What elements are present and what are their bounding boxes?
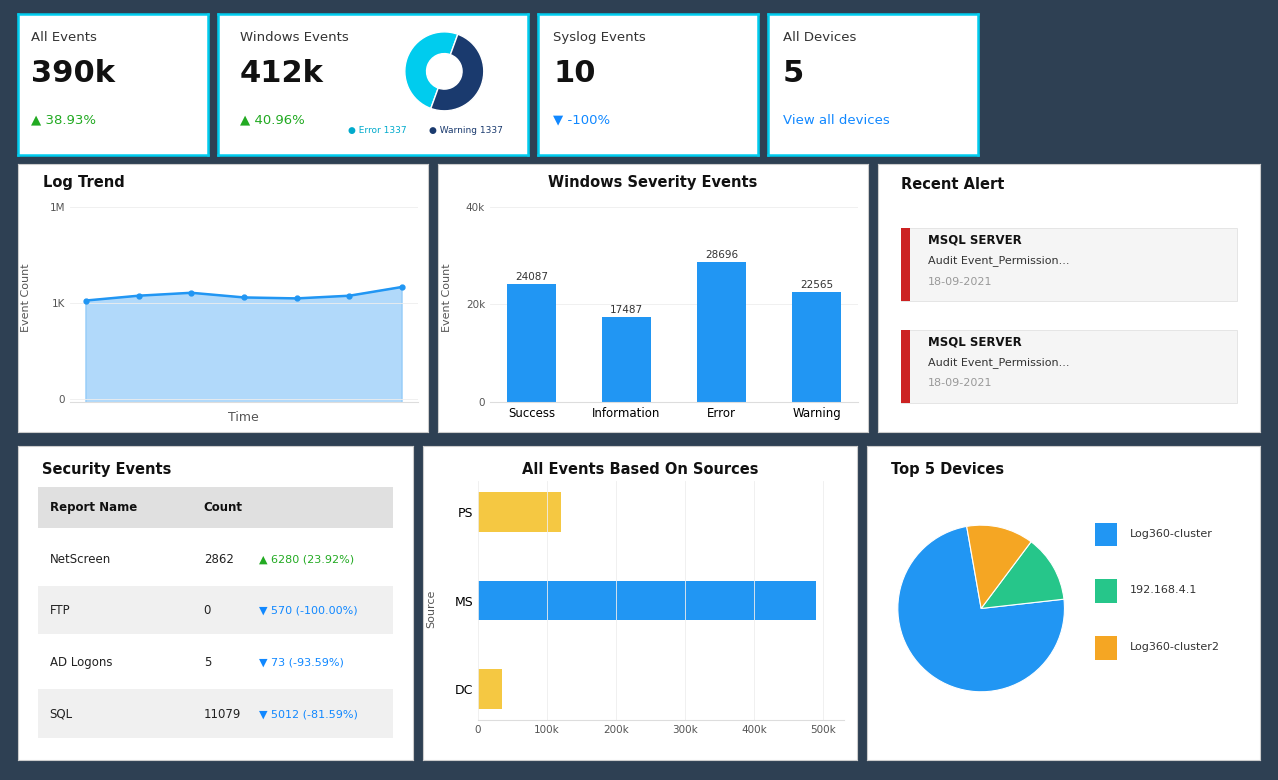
Text: 22565: 22565 <box>800 280 833 290</box>
Text: ▲ 6280 (23.92%): ▲ 6280 (23.92%) <box>259 554 354 564</box>
Text: Source: Source <box>427 590 437 629</box>
Text: Security Events: Security Events <box>42 462 171 477</box>
FancyBboxPatch shape <box>1095 636 1117 660</box>
Text: ● Error 1337: ● Error 1337 <box>348 126 406 135</box>
FancyBboxPatch shape <box>38 586 394 634</box>
FancyBboxPatch shape <box>38 690 394 738</box>
Text: 0: 0 <box>203 604 211 617</box>
FancyBboxPatch shape <box>1095 523 1117 547</box>
Text: 2862: 2862 <box>203 552 234 566</box>
Text: MSQL SERVER: MSQL SERVER <box>928 234 1021 246</box>
Text: Event Count: Event Count <box>22 264 31 332</box>
Text: Audit Event_Permission...: Audit Event_Permission... <box>928 255 1070 266</box>
Text: Windows Events: Windows Events <box>240 31 349 44</box>
Wedge shape <box>966 525 1031 608</box>
Text: 10: 10 <box>553 59 596 88</box>
Text: 412k: 412k <box>240 59 323 88</box>
Bar <box>507 285 556 402</box>
Bar <box>478 669 502 709</box>
Text: NetScreen: NetScreen <box>50 552 111 566</box>
Text: Count: Count <box>203 501 243 514</box>
Text: ▼ 5012 (-81.59%): ▼ 5012 (-81.59%) <box>259 710 358 719</box>
Text: ▼ -100%: ▼ -100% <box>553 114 611 127</box>
Text: ▲ 40.96%: ▲ 40.96% <box>240 114 304 127</box>
Text: SQL: SQL <box>50 708 73 721</box>
Text: View all devices: View all devices <box>782 114 889 127</box>
Text: ▼ 570 (-100.00%): ▼ 570 (-100.00%) <box>259 606 358 616</box>
Text: Report Name: Report Name <box>50 501 137 514</box>
Text: Windows Severity Events: Windows Severity Events <box>548 175 758 190</box>
Text: Top 5 Devices: Top 5 Devices <box>891 462 1003 477</box>
FancyBboxPatch shape <box>901 229 1237 300</box>
Text: AD Logons: AD Logons <box>50 656 112 669</box>
Text: All Events: All Events <box>31 31 97 44</box>
Text: 24087: 24087 <box>515 272 548 282</box>
FancyBboxPatch shape <box>901 330 910 402</box>
Bar <box>478 492 561 532</box>
Text: 18-09-2021: 18-09-2021 <box>928 277 992 286</box>
Text: ● Warning 1337: ● Warning 1337 <box>429 126 502 135</box>
Text: Event Count: Event Count <box>442 264 451 332</box>
FancyBboxPatch shape <box>38 534 394 583</box>
Text: 18-09-2021: 18-09-2021 <box>928 378 992 388</box>
Wedge shape <box>898 526 1065 692</box>
FancyBboxPatch shape <box>901 229 910 300</box>
Text: FTP: FTP <box>50 604 70 617</box>
Text: Log360-cluster: Log360-cluster <box>1130 529 1213 539</box>
Text: 192.168.4.1: 192.168.4.1 <box>1130 586 1197 595</box>
Text: Recent Alert: Recent Alert <box>901 177 1005 193</box>
Bar <box>697 262 746 402</box>
Text: All Devices: All Devices <box>782 31 856 44</box>
Text: 28696: 28696 <box>705 250 739 260</box>
Bar <box>792 292 841 402</box>
Text: 390k: 390k <box>31 59 115 88</box>
Bar <box>478 580 817 620</box>
Text: 17487: 17487 <box>610 305 643 314</box>
Text: ▲ 38.93%: ▲ 38.93% <box>31 114 96 127</box>
Text: Audit Event_Permission...: Audit Event_Permission... <box>928 357 1070 368</box>
FancyBboxPatch shape <box>38 487 394 527</box>
Text: Log360-cluster2: Log360-cluster2 <box>1130 642 1220 652</box>
FancyBboxPatch shape <box>901 330 1237 402</box>
Text: 5: 5 <box>203 656 211 669</box>
Text: Syslog Events: Syslog Events <box>553 31 647 44</box>
FancyBboxPatch shape <box>1095 580 1117 603</box>
FancyBboxPatch shape <box>38 637 394 686</box>
Bar <box>602 317 652 402</box>
Text: 5: 5 <box>782 59 804 88</box>
Wedge shape <box>405 32 458 108</box>
Wedge shape <box>982 542 1065 608</box>
Wedge shape <box>431 34 484 111</box>
Text: MSQL SERVER: MSQL SERVER <box>928 335 1021 349</box>
Text: Time: Time <box>229 411 259 424</box>
Text: 11079: 11079 <box>203 708 242 721</box>
Text: ▼ 73 (-93.59%): ▼ 73 (-93.59%) <box>259 658 344 668</box>
Text: Log Trend: Log Trend <box>42 175 124 190</box>
Text: All Events Based On Sources: All Events Based On Sources <box>521 462 758 477</box>
